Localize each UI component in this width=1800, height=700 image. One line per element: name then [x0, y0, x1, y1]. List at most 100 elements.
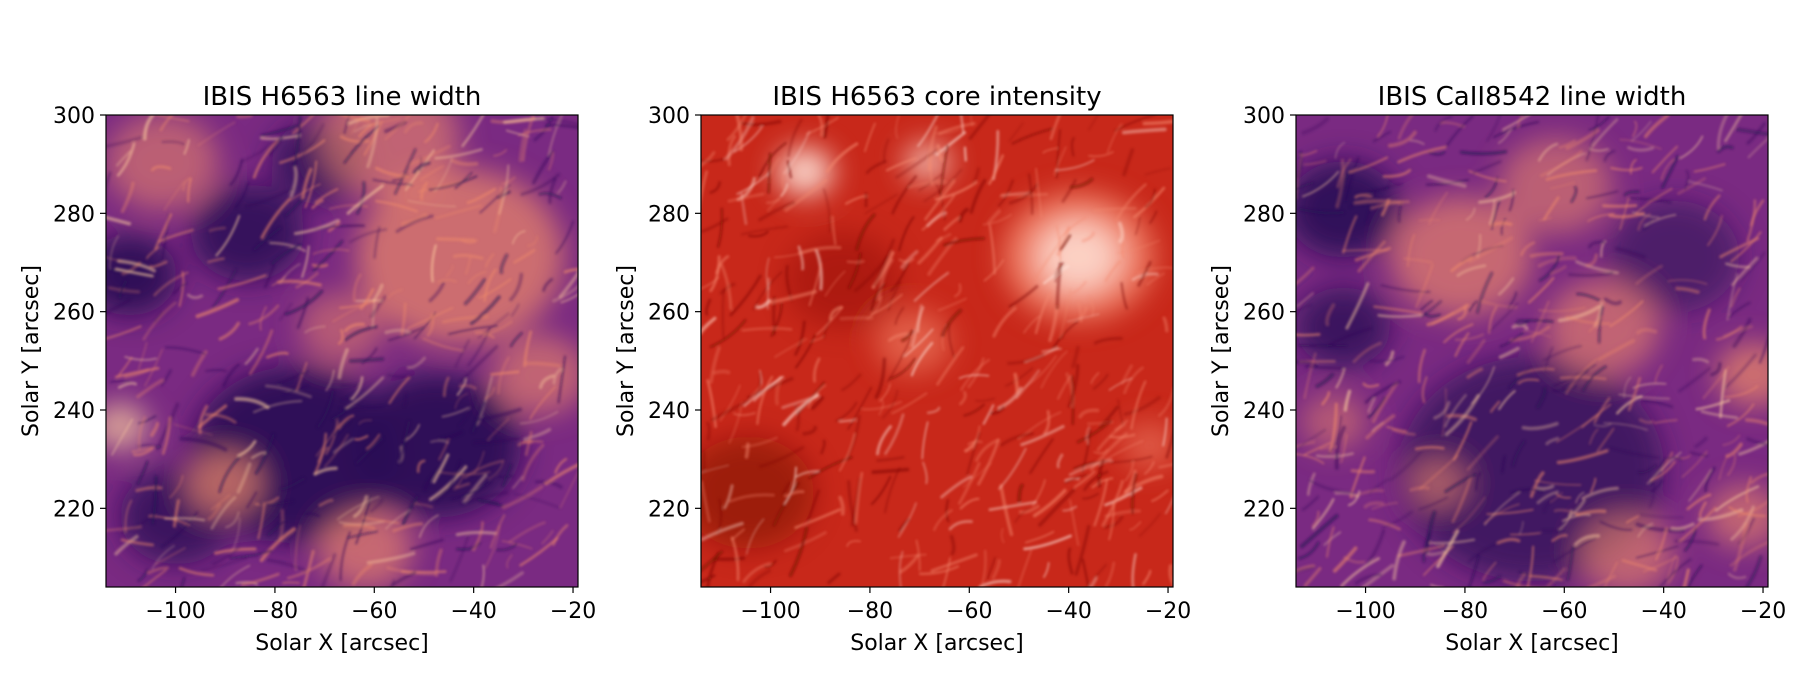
- heatmap-fibril: [828, 305, 843, 321]
- heatmap-fibril: [292, 115, 315, 135]
- heatmap-fibril: [349, 228, 388, 244]
- heatmap-fibril: [701, 521, 744, 542]
- heatmap-fibril: [236, 462, 252, 494]
- heatmap-fibril: [521, 115, 535, 162]
- heatmap-fibril: [362, 516, 400, 525]
- heatmap-fibril: [270, 243, 302, 265]
- heatmap-fibril: [1551, 533, 1568, 543]
- heatmap-fibril: [1168, 564, 1173, 587]
- heatmap-fibril: [1727, 454, 1737, 476]
- heatmap-fibril: [878, 398, 884, 416]
- heatmap-fibril: [138, 342, 148, 370]
- heatmap-fibril: [340, 397, 358, 402]
- heatmap-image: [1296, 115, 1768, 587]
- heatmap-fibril: [1602, 204, 1638, 208]
- heatmap-fibril: [885, 157, 918, 172]
- heatmap-fibril: [1687, 564, 1703, 587]
- heatmap-fibril: [369, 295, 387, 319]
- heatmap-fibrils: [106, 115, 578, 587]
- heatmap-fibril: [544, 463, 578, 486]
- heatmap-fibril: [1649, 460, 1676, 482]
- heatmap-fibril: [742, 562, 772, 583]
- heatmap-fibril: [1585, 115, 1600, 162]
- heatmap-fibril: [1737, 499, 1768, 518]
- heatmap-fibril: [412, 160, 431, 175]
- heatmap-fibril: [1377, 314, 1423, 318]
- heatmap-fibril: [404, 423, 420, 442]
- heatmap-fibril: [768, 289, 818, 305]
- heatmap-fibril: [1157, 387, 1173, 417]
- heatmap-fibril: [1700, 410, 1739, 420]
- heatmap-fibril: [144, 348, 163, 387]
- heatmap-fibril: [1303, 442, 1331, 456]
- heatmap-fibril: [1732, 317, 1752, 348]
- heatmap-fibril: [1093, 207, 1137, 212]
- heatmap-fibril: [1088, 151, 1114, 158]
- heatmap-fibril: [1397, 115, 1414, 140]
- heatmap-fibril: [229, 158, 243, 186]
- heatmap-fibril: [366, 551, 416, 565]
- heatmap-fibril: [847, 386, 872, 430]
- heatmap-fibril: [1296, 155, 1303, 200]
- heatmap-fibril: [400, 302, 407, 336]
- heatmap-fibril: [895, 147, 940, 179]
- heatmap-fibril: [1550, 265, 1567, 276]
- heatmap-fibril: [554, 457, 568, 474]
- heatmap-fibril: [1081, 558, 1090, 587]
- heatmap-fibril: [1117, 399, 1124, 427]
- heatmap-fibril: [337, 329, 344, 345]
- heatmap-fibril: [1724, 385, 1759, 399]
- heatmap-fibril: [1745, 555, 1763, 587]
- heatmap-fibril: [1088, 576, 1098, 587]
- heatmap-fibril: [467, 271, 487, 284]
- heatmap-fibril: [1614, 247, 1646, 259]
- heatmap-fibril: [1678, 367, 1711, 393]
- heatmap-fibril: [1500, 218, 1506, 236]
- heatmap-fibril: [358, 123, 376, 138]
- heatmap-fibril: [1122, 148, 1135, 177]
- heatmap-fibril: [1407, 233, 1416, 267]
- heatmap-fibril: [927, 125, 938, 171]
- heatmap-fibril: [434, 157, 453, 192]
- heatmap-fibril: [459, 345, 499, 383]
- heatmap-fibril: [1158, 463, 1173, 469]
- heatmap-fibril: [701, 217, 729, 233]
- heatmap-fibril: [940, 475, 973, 499]
- heatmap-fibril: [483, 268, 497, 302]
- heatmap-fibril: [348, 357, 385, 363]
- heatmap-fibril: [163, 180, 185, 211]
- heatmap-fibril: [781, 481, 791, 495]
- heatmap-fibril: [1334, 141, 1346, 159]
- heatmap-fibril: [930, 163, 934, 186]
- heatmap-fibril: [701, 574, 716, 584]
- heatmap-fibril: [289, 165, 298, 198]
- heatmap-fibril: [727, 192, 765, 203]
- heatmap-fibril: [1308, 479, 1355, 495]
- heatmap-fibril: [169, 474, 184, 499]
- heatmap-fibril: [269, 241, 307, 253]
- heatmap-fibril: [855, 213, 876, 251]
- heatmap-fibril: [839, 433, 856, 472]
- heatmap-fibril: [987, 209, 1001, 225]
- heatmap-fibril: [1724, 353, 1757, 389]
- heatmap-fibril: [975, 397, 995, 402]
- heatmap-fibril: [1456, 264, 1487, 277]
- heatmap-fibril: [514, 493, 561, 509]
- heatmap-fibril: [709, 318, 747, 349]
- heatmap-fibril: [1530, 300, 1550, 343]
- heatmap-fibril: [1483, 503, 1520, 525]
- x-tick-label: −60: [351, 599, 397, 624]
- heatmap-fibril: [1403, 257, 1433, 264]
- heatmap-fibril: [1042, 147, 1058, 154]
- heatmap-fibril: [871, 467, 910, 474]
- heatmap-fibril: [278, 508, 285, 541]
- heatmap-fibril: [343, 115, 351, 135]
- heatmap-fibril: [942, 236, 986, 247]
- heatmap-fibril: [159, 115, 174, 132]
- heatmap-fibril: [1556, 449, 1609, 465]
- heatmap-fibril: [904, 328, 934, 358]
- heatmap-fibril: [1703, 194, 1721, 221]
- heatmap-fibril: [466, 187, 497, 205]
- heatmap-fibril: [1478, 191, 1517, 204]
- heatmap-fibril: [1608, 211, 1645, 219]
